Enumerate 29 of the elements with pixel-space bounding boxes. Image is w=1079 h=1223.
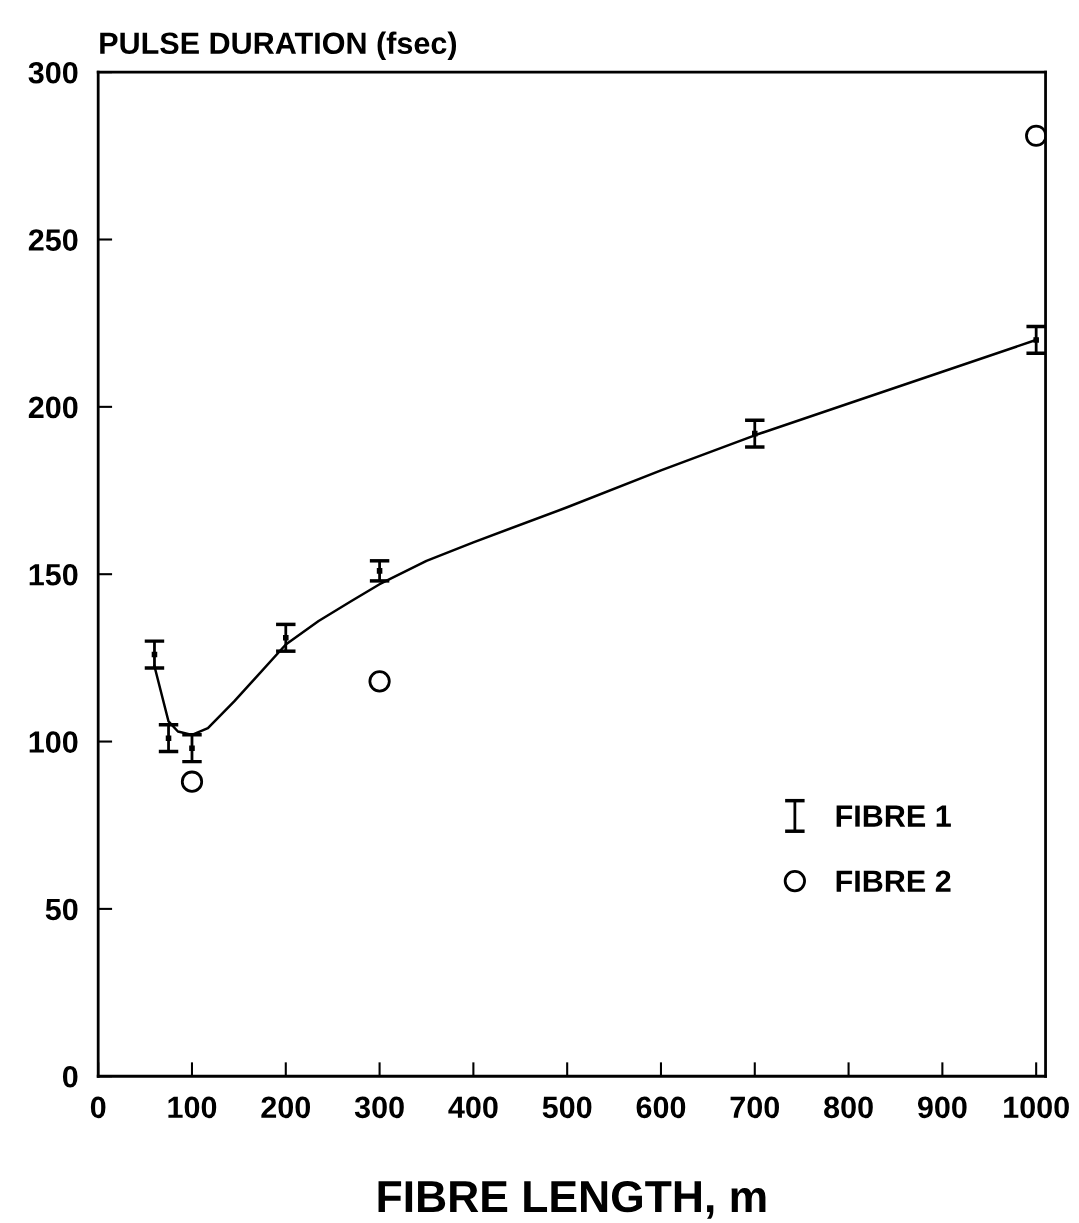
x-tick-label: 0 — [90, 1096, 106, 1119]
x-tick-label: 800 — [824, 1096, 873, 1119]
y-tick-label: 50 — [45, 898, 78, 921]
y-tick-label: 0 — [62, 1065, 78, 1088]
y-tick-label: 250 — [28, 229, 78, 251]
point — [283, 635, 289, 641]
point — [165, 735, 172, 741]
x-tick-label: 1000 — [1004, 1096, 1069, 1119]
x-tick-label: 300 — [354, 1096, 404, 1119]
y-tick-label: 300 — [28, 61, 78, 84]
x-axis-title: FIBRE LENGTH, m — [378, 1180, 766, 1219]
x-tick-label: 600 — [636, 1096, 686, 1119]
point — [368, 670, 391, 693]
y-tick-label: 100 — [29, 731, 78, 753]
point — [376, 568, 383, 574]
point — [180, 770, 204, 793]
y-axis-title: PULSE DURATION (fsec) — [100, 31, 457, 61]
x-tick-label: 900 — [917, 1096, 967, 1119]
x-tick-label: 500 — [542, 1096, 592, 1119]
legend-label: FIBRE 2 — [836, 870, 951, 892]
point — [1025, 124, 1046, 147]
x-tick-label: 100 — [168, 1096, 217, 1119]
x-tick-label: 700 — [730, 1096, 780, 1119]
y-tick-label: 150 — [29, 563, 78, 586]
legend-label: FIBRE 1 — [836, 805, 951, 827]
point — [189, 745, 195, 752]
y-tick-label: 200 — [28, 396, 78, 419]
x-tick-label: 200 — [261, 1096, 311, 1119]
x-tick-label: 400 — [448, 1096, 498, 1119]
